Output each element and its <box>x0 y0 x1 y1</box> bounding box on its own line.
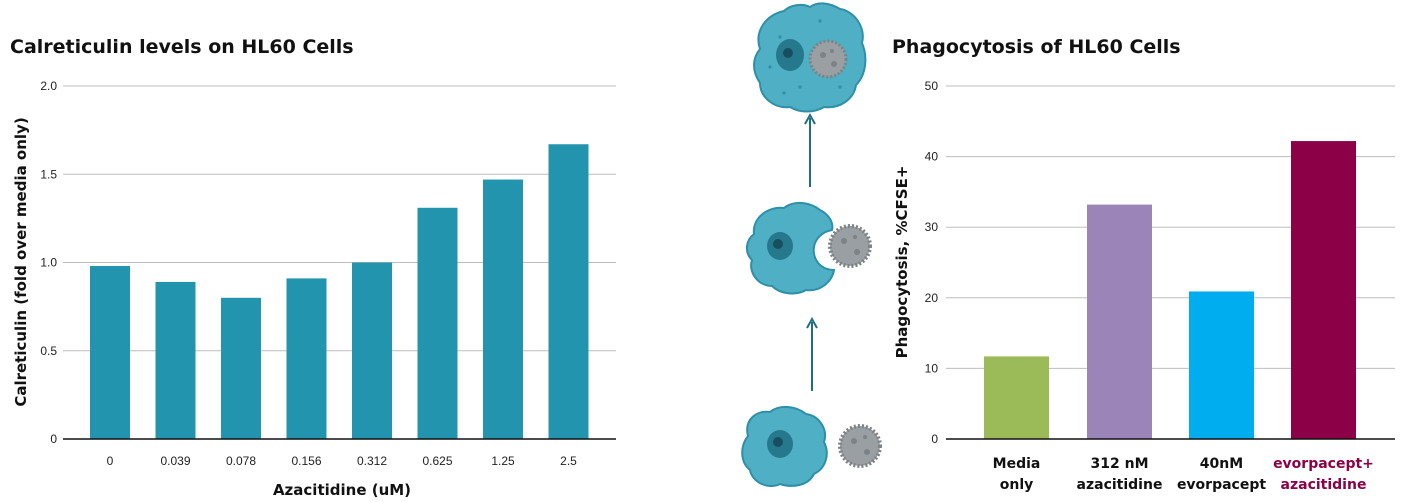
bar <box>984 356 1049 439</box>
y-axis-label: Calreticulin (fold over media only) <box>12 117 30 406</box>
bar <box>1087 204 1152 439</box>
y-tick-label: 30 <box>925 220 939 234</box>
bar <box>548 144 589 439</box>
x-tick-label: azacitidine <box>1281 477 1367 493</box>
calreticulin-bar-chart: 0 0.5 1.0 1.5 2.0 0 0.039 0.078 0.156 0.312 0.625 1… <box>12 79 616 499</box>
calreticulin-chart-title: Calreticulin levels on HL60 Cells <box>10 36 354 58</box>
phagocytosis-chart-title: Phagocytosis of HL60 Cells <box>892 36 1181 58</box>
x-tick-label: Media <box>993 456 1041 472</box>
phagocytosis-bar-chart: 0 10 20 30 40 50 Media only 312 nM azacitidine 40n… <box>893 79 1395 493</box>
x-tick-label: 2.5 <box>560 454 577 468</box>
calreticulin-chart-panel: Calreticulin levels on HL60 Cells 0 0.5 1.… <box>0 0 640 502</box>
x-tick-label: 0.625 <box>422 454 452 468</box>
bar <box>155 281 196 439</box>
bar <box>483 179 523 440</box>
macrophage-engulfed-icon <box>753 2 867 113</box>
bar <box>286 278 327 439</box>
x-tick-label: evorpacept+ <box>1273 456 1374 472</box>
y-tick-label: 50 <box>925 79 939 93</box>
x-tick-label: only <box>1000 477 1034 493</box>
x-tick-label: 312 nM <box>1091 456 1149 472</box>
y-tick-label: 0 <box>931 432 938 446</box>
x-tick-label: 0.156 <box>291 454 321 468</box>
cancer-cell-icon <box>838 424 882 468</box>
cancer-cell-icon <box>828 224 872 268</box>
up-arrow-icon <box>806 316 818 391</box>
phagocytosis-chart-panel: Phagocytosis of HL60 Cells 0 10 20 30 40 50 Me… <box>880 0 1412 502</box>
y-tick-label: 0 <box>50 432 57 446</box>
x-tick-label: 0.078 <box>226 454 256 468</box>
bar <box>90 266 130 439</box>
y-tick-label: 20 <box>925 291 939 305</box>
bar <box>1189 291 1254 439</box>
bar <box>352 262 392 439</box>
y-tick-label: 1.0 <box>40 256 57 270</box>
x-tick-label: 40nM <box>1200 456 1243 472</box>
x-tick-label: 0.039 <box>160 454 190 468</box>
macrophage-approaching-icon <box>741 406 828 488</box>
bar <box>221 297 261 439</box>
y-tick-label: 40 <box>925 150 939 164</box>
x-tick-label: azacitidine <box>1077 477 1163 493</box>
phagocytosis-diagram <box>730 0 890 502</box>
y-axis-label: Phagocytosis, %CFSE+ <box>893 166 911 359</box>
x-tick-label: 0.312 <box>357 454 387 468</box>
y-tick-label: 2.0 <box>40 79 57 93</box>
x-tick-label: 0 <box>107 454 114 468</box>
x-tick-label: evorpacept <box>1177 477 1266 493</box>
y-tick-label: 0.5 <box>40 344 57 358</box>
bar <box>417 207 458 439</box>
x-axis-label: Azacitidine (uM) <box>273 481 411 499</box>
up-arrow-icon <box>804 112 816 187</box>
y-tick-label: 1.5 <box>40 167 57 181</box>
macrophage-engulfing-icon <box>746 202 836 295</box>
x-tick-label: 1.25 <box>491 454 515 468</box>
bar <box>1291 141 1356 439</box>
y-tick-label: 10 <box>925 361 939 375</box>
